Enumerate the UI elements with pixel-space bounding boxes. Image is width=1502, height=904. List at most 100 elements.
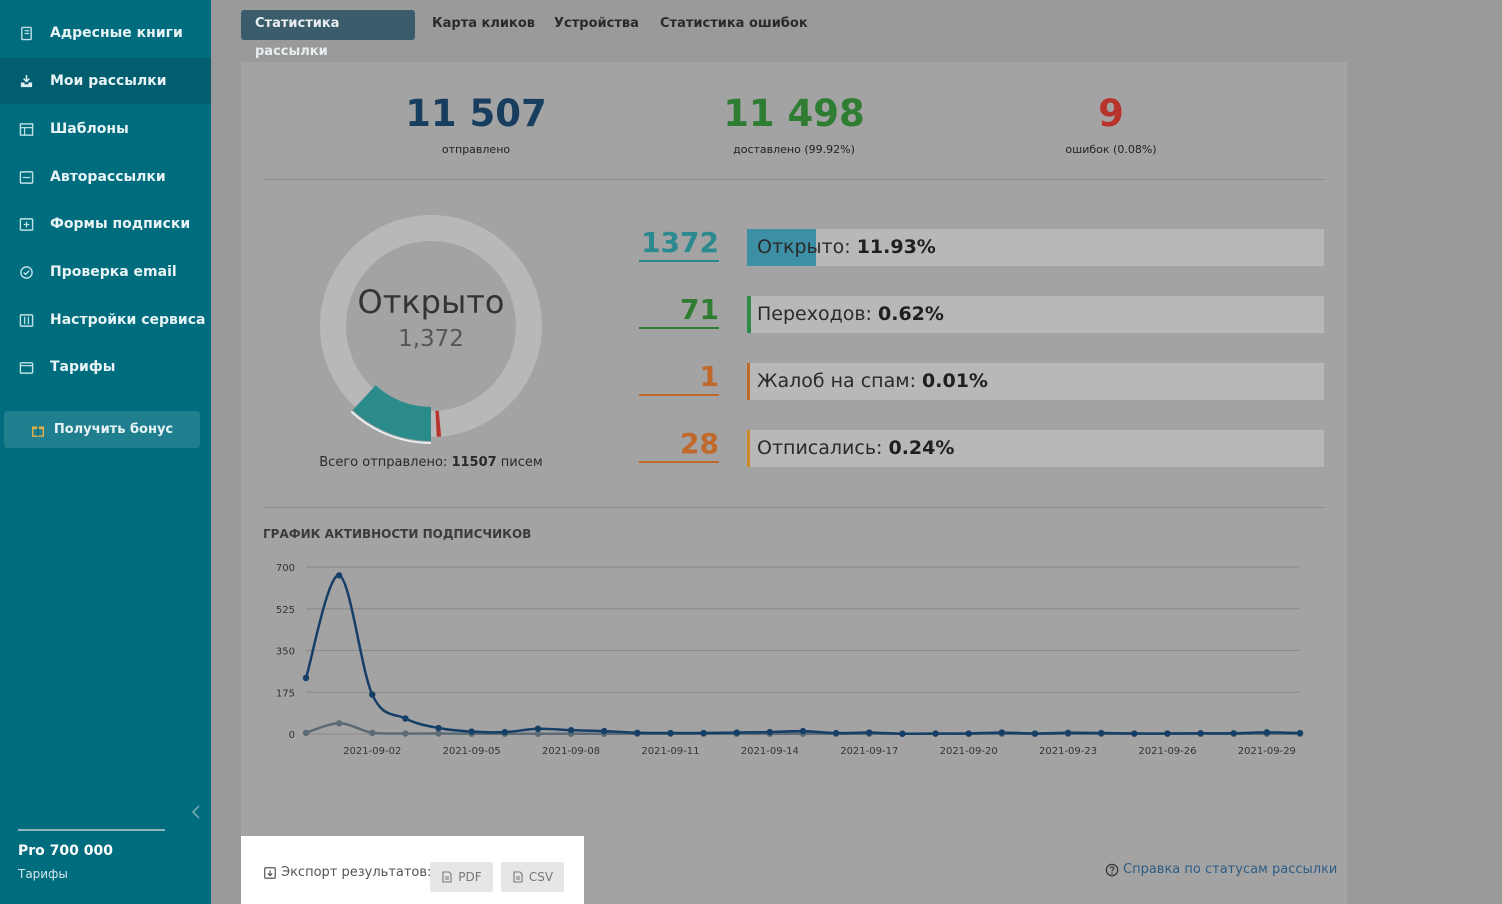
series-point — [1296, 729, 1304, 737]
y-tick-label: 700 — [276, 563, 295, 574]
series-point — [402, 730, 409, 737]
get-bonus-label: Получить бонус — [53, 422, 174, 437]
series-line — [304, 574, 1301, 736]
sidebar-item-label: Проверка email — [50, 264, 177, 280]
tab-mailing-stats[interactable]: Статистика рассылки — [241, 10, 415, 59]
export-csv-label: CSV — [528, 870, 554, 884]
metric-clicks-pct: 0.62% — [878, 303, 944, 325]
chart-title: ГРАФИК АКТИВНОСТИ ПОДПИСЧИКОВ — [263, 527, 532, 541]
metric-clicks-label: Переходов: — [757, 303, 872, 325]
export-csv-button[interactable]: CSV — [501, 862, 564, 892]
metric-unsub-fill — [747, 430, 750, 467]
metric-unsub-bar: Отписались: 0.24% — [747, 430, 1324, 467]
series-point — [335, 572, 343, 579]
metric-clicks-number[interactable]: 71 — [639, 293, 719, 329]
get-bonus-button[interactable]: Получить бонус — [4, 411, 200, 448]
x-tick-label: 2021-09-05 — [443, 746, 501, 757]
sidebar-item-label: Адресные книги — [50, 25, 183, 41]
metric-unsub-pct: 0.24% — [888, 437, 955, 459]
series-point — [335, 720, 343, 727]
x-tick-label: 2021-09-17 — [840, 746, 898, 757]
series-point — [766, 728, 774, 736]
series-point — [965, 730, 972, 737]
series-point — [866, 729, 873, 736]
donut-opened-highlight — [350, 410, 432, 444]
metric-unsub-number[interactable]: 28 — [639, 427, 719, 463]
tab-error-stats[interactable]: Статистика ошибок — [660, 16, 808, 31]
series-point — [1197, 730, 1204, 737]
plan-tariffs-link[interactable]: Тарифы — [18, 867, 68, 881]
activity-line-chart: 0 175 350 525 700 2021-09-02 2021-09-05 2021-09… — [276, 563, 1304, 757]
series-point — [1131, 730, 1138, 737]
donut-footer-suffix: писем — [496, 455, 543, 470]
delivered-pct: (99.92%) — [804, 143, 855, 156]
metric-opened-bar: Открыто: 11.93% — [747, 229, 1324, 266]
sidebar-collapse-button[interactable] — [188, 802, 204, 822]
export-icon — [264, 866, 276, 879]
series-point — [667, 729, 674, 737]
sidebar: Адресные книги Мои рассылки Шаблоны Авто… — [0, 0, 211, 904]
donut-title: Открыто — [357, 283, 505, 321]
sidebar-item-address-books[interactable]: Адресные книги — [0, 10, 211, 56]
series-point — [567, 726, 575, 734]
sidebar-item-label: Настройки сервиса — [50, 312, 206, 328]
status-help-link[interactable]: Справка по статусам рассылки — [1105, 862, 1337, 877]
series-point — [435, 730, 442, 737]
sidebar-item-service-settings[interactable]: Настройки сервиса — [0, 297, 211, 343]
sidebar-item-label: Тарифы — [50, 359, 116, 375]
errors-count: 9 — [1098, 92, 1124, 135]
chevron-left-icon — [191, 805, 200, 819]
sidebar-item-my-mailings[interactable]: Мои рассылки — [0, 58, 211, 104]
plan-name: Pro 700 000 — [18, 843, 113, 859]
kpi-divider — [263, 179, 1324, 180]
stats-panel — [241, 62, 1347, 904]
metric-clicks-fill — [747, 296, 751, 333]
export-section: Экспорт результатов: PDF CSV — [241, 836, 584, 904]
metric-opened-pct: 11.93% — [856, 236, 936, 258]
series-point — [1263, 729, 1271, 736]
export-pdf-label: PDF — [458, 870, 482, 884]
metric-opened-label: Открыто: — [757, 236, 851, 258]
donut-footer: Всего отправлено: 11507 писем — [281, 455, 581, 470]
errors-label-text: ошибок — [1065, 143, 1114, 156]
sidebar-item-email-check[interactable]: Проверка email — [0, 249, 211, 295]
sidebar-item-subscribe-forms[interactable]: Формы подписки — [0, 201, 211, 247]
form-icon — [18, 216, 34, 232]
series-point — [501, 728, 508, 736]
metric-spam-pct: 0.01% — [922, 370, 988, 392]
sidebar-item-automation[interactable]: Авторассылки — [0, 154, 211, 200]
series-point — [1164, 730, 1171, 737]
metric-unsub-label: Отписались: — [757, 437, 883, 459]
tab-click-map[interactable]: Карта кликов — [432, 16, 535, 31]
sidebar-item-templates[interactable]: Шаблоны — [0, 106, 211, 152]
donut-opened-segment — [352, 384, 432, 441]
series-point — [899, 730, 906, 737]
y-tick-label: 525 — [276, 605, 295, 616]
y-tick-label: 175 — [276, 688, 295, 699]
metric-opened-text: Открыто: 11.93% — [757, 229, 936, 266]
metric-unsub-text: Отписались: 0.24% — [757, 430, 954, 467]
chart-divider — [263, 507, 1324, 508]
y-tick-label: 0 — [289, 730, 295, 741]
metric-opened-number[interactable]: 1372 — [639, 226, 719, 262]
series-point — [369, 729, 376, 737]
tab-devices[interactable]: Устройства — [554, 16, 639, 31]
errors-pct: (0.08%) — [1113, 143, 1157, 156]
delivered-label-text: доставлено — [733, 143, 805, 156]
series-point — [1230, 730, 1237, 737]
sidebar-item-tariffs[interactable]: Тарифы — [0, 344, 211, 390]
series-point — [1098, 729, 1105, 737]
sent-count: 11 507 — [405, 92, 547, 135]
x-tick-label: 2021-09-29 — [1238, 746, 1296, 757]
metric-spam-number[interactable]: 1 — [639, 360, 719, 396]
series-point — [402, 715, 409, 722]
series-point — [700, 729, 707, 737]
mailing-icon — [18, 73, 34, 89]
x-tick-label: 2021-09-11 — [641, 746, 699, 757]
check-icon — [18, 264, 34, 280]
wallet-icon — [18, 359, 34, 375]
series-point — [369, 691, 376, 698]
sidebar-item-label: Авторассылки — [50, 169, 166, 185]
sidebar-item-label: Формы подписки — [50, 216, 191, 232]
export-pdf-button[interactable]: PDF — [430, 862, 493, 892]
